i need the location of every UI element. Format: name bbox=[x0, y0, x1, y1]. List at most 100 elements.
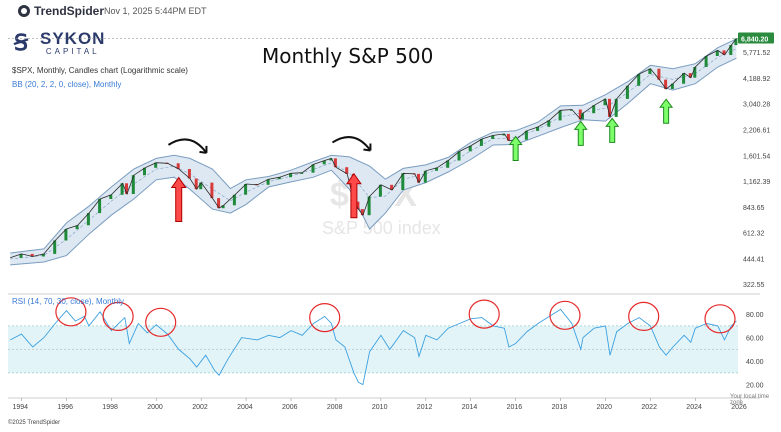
price-candle bbox=[378, 184, 382, 197]
rsi-circle-annotation bbox=[468, 299, 500, 329]
rsi-line bbox=[9, 308, 737, 386]
price-candle bbox=[536, 126, 540, 131]
timezone-label: Your local time zone bbox=[730, 394, 770, 406]
price-candle bbox=[401, 173, 405, 190]
price-candle bbox=[199, 182, 203, 190]
price-candle bbox=[704, 56, 708, 67]
red-up-arrow-icon bbox=[345, 172, 362, 219]
price-candle bbox=[86, 213, 90, 226]
price-candle bbox=[360, 209, 364, 216]
price-candle bbox=[41, 253, 45, 257]
indicator-line: BB (20, 2, 2, 0, close), Monthly bbox=[12, 80, 122, 89]
rsi-tick-label: 20.00 bbox=[746, 383, 764, 390]
price-candle bbox=[367, 196, 371, 216]
curved-arrow-head-icon bbox=[199, 145, 208, 154]
price-tick-label: 843.65 bbox=[743, 205, 765, 212]
price-candle bbox=[417, 173, 420, 183]
rsi-circle-annotation bbox=[102, 301, 134, 331]
price-candle bbox=[125, 183, 128, 194]
x-tick-label: 2000 bbox=[147, 404, 163, 411]
x-tick-label: 2006 bbox=[282, 404, 298, 411]
curved-arrow-icon bbox=[331, 136, 372, 152]
x-tick-label: 2008 bbox=[327, 404, 343, 411]
price-candle bbox=[194, 178, 198, 190]
rsi-circle-annotation bbox=[549, 300, 581, 330]
bb-lower-line bbox=[10, 57, 737, 266]
price-candle bbox=[154, 162, 158, 168]
trendspider-logo-icon bbox=[18, 5, 30, 17]
price-candle bbox=[446, 160, 450, 168]
price-candle bbox=[722, 50, 726, 55]
x-tick-label: 2002 bbox=[192, 404, 208, 411]
price-candle bbox=[143, 167, 146, 176]
x-tick-label: 2026 bbox=[731, 404, 747, 411]
x-tick-label: 1996 bbox=[57, 404, 73, 411]
price-candle bbox=[657, 68, 661, 80]
x-tick-label: 2020 bbox=[597, 404, 613, 411]
price-candle bbox=[187, 169, 191, 179]
price-candle bbox=[53, 240, 57, 254]
chart-title: Monthly S&P 500 bbox=[262, 44, 434, 68]
x-tick-label: 1998 bbox=[102, 404, 118, 411]
price-candle bbox=[581, 113, 584, 120]
price-candle bbox=[176, 163, 180, 169]
x-tick-label: 2022 bbox=[641, 404, 657, 411]
price-candle bbox=[356, 201, 360, 210]
x-tick-label: 2010 bbox=[372, 404, 388, 411]
price-candle bbox=[30, 253, 34, 257]
rsi-circle-annotation bbox=[704, 304, 736, 334]
sykon-mark-icon: Ꞩ bbox=[14, 30, 28, 56]
price-candle bbox=[734, 38, 738, 46]
price-candle bbox=[333, 158, 337, 168]
timestamp: Nov 1, 2025 5:44PM EDT bbox=[104, 6, 207, 16]
price-candle bbox=[729, 45, 733, 55]
x-tick-label: 2018 bbox=[552, 404, 568, 411]
price-candle bbox=[289, 173, 292, 178]
price-candle bbox=[715, 50, 719, 56]
price-candle bbox=[506, 133, 510, 141]
price-candle bbox=[648, 68, 652, 74]
price-tick-label: 4,188.92 bbox=[743, 76, 770, 83]
price-candle bbox=[664, 79, 668, 89]
price-candle bbox=[98, 199, 102, 214]
x-tick-label: 2014 bbox=[462, 404, 478, 411]
price-candle bbox=[592, 105, 596, 114]
rsi-circle-annotation bbox=[628, 301, 660, 331]
green-up-arrow-icon bbox=[508, 135, 523, 161]
price-candle bbox=[558, 110, 562, 121]
price-candle bbox=[221, 205, 225, 209]
rsi-tick-label: 40.00 bbox=[746, 359, 764, 366]
price-candle bbox=[578, 109, 582, 120]
price-tick-label: 1,162.39 bbox=[743, 179, 770, 186]
curved-arrow-head-icon bbox=[363, 143, 372, 152]
price-tick-label: 3,040.28 bbox=[743, 102, 770, 109]
price-tick-label: 5,771.52 bbox=[743, 50, 770, 57]
curved-arrow-icon bbox=[167, 138, 208, 154]
sykon-sub: CAPITAL bbox=[45, 47, 100, 56]
x-tick-label: 2016 bbox=[507, 404, 523, 411]
price-candle bbox=[491, 135, 495, 139]
price-candle bbox=[210, 182, 214, 199]
price-candle bbox=[608, 98, 611, 117]
price-candle bbox=[109, 194, 113, 199]
price-line bbox=[10, 38, 737, 259]
price-candle bbox=[329, 158, 333, 161]
price-candle bbox=[75, 225, 79, 230]
x-tick-label: 2024 bbox=[686, 404, 702, 411]
price-candle bbox=[502, 133, 506, 136]
price-candle bbox=[120, 183, 124, 195]
price-candle bbox=[322, 160, 326, 165]
price-candle bbox=[524, 130, 528, 140]
price-candle bbox=[423, 170, 427, 183]
price-candle bbox=[435, 167, 438, 171]
trendspider-brand: TrendSpider bbox=[18, 4, 104, 18]
price-candle bbox=[569, 109, 573, 111]
brand-name: TrendSpider bbox=[34, 4, 105, 18]
x-tick-label: 1994 bbox=[13, 404, 29, 411]
x-tick-label: 2012 bbox=[417, 404, 433, 411]
rsi-circle-annotation bbox=[145, 307, 177, 337]
price-candle bbox=[693, 67, 697, 78]
price-candle bbox=[468, 145, 472, 152]
rsi-line: RSI (14, 70, 30, close), Monthly bbox=[12, 297, 125, 306]
